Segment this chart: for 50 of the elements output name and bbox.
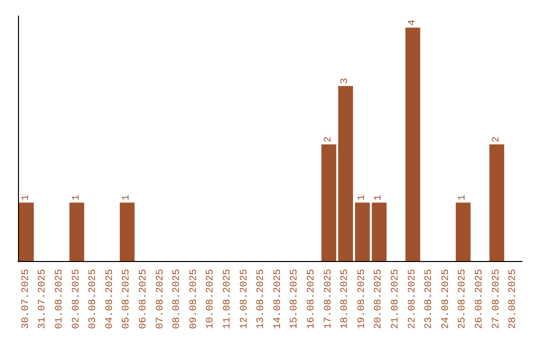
x-tick-label: 16.08.2025	[306, 268, 318, 330]
x-tick-label: 19.08.2025	[356, 268, 368, 330]
bar	[321, 144, 336, 261]
x-tick-label: 26.08.2025	[474, 268, 486, 330]
data-label: 1	[71, 194, 82, 201]
x-tick-label: 06.08.2025	[138, 268, 150, 330]
bar	[355, 202, 370, 261]
x-tick-label: 17.08.2025	[323, 268, 334, 330]
bar	[456, 202, 471, 261]
data-label: 1	[356, 194, 368, 201]
x-tick-label: 07.08.2025	[155, 268, 166, 330]
x-tick-label: 28.08.2025	[508, 268, 520, 330]
data-label: 2	[323, 136, 334, 142]
x-tick-label: 14.08.2025	[272, 268, 284, 330]
data-label: 1	[458, 194, 469, 201]
data-label: 1	[374, 194, 385, 201]
x-tick-label: 11.08.2025	[222, 268, 234, 330]
x-tick-label: 01.08.2025	[54, 268, 66, 330]
bar	[489, 144, 504, 261]
bar	[19, 202, 34, 261]
x-tick-label: 15.08.2025	[290, 268, 301, 330]
data-label: 1	[20, 194, 32, 201]
x-tick-label: 22.08.2025	[407, 268, 418, 330]
x-tick-label: 08.08.2025	[172, 268, 184, 330]
x-tick-label: 10.08.2025	[206, 268, 217, 330]
x-tick-label: 09.08.2025	[188, 268, 200, 330]
data-label: 1	[122, 194, 133, 201]
x-tick-label: 30.07.2025	[20, 268, 32, 330]
bar	[372, 202, 387, 261]
x-tick-label: 24.08.2025	[440, 268, 452, 330]
x-tick-label: 05.08.2025	[122, 268, 133, 330]
x-tick-label: 03.08.2025	[88, 268, 100, 330]
data-label: 3	[340, 78, 352, 84]
x-tick-label: 04.08.2025	[104, 268, 116, 330]
data-label: 4	[407, 20, 418, 26]
x-tick-label: 20.08.2025	[374, 268, 385, 330]
x-tick-label: 13.08.2025	[256, 268, 268, 330]
x-tick-label: 27.08.2025	[491, 268, 502, 330]
bar	[120, 202, 135, 261]
bar	[69, 202, 84, 261]
x-tick-label: 25.08.2025	[458, 268, 469, 330]
bar	[405, 28, 420, 261]
x-tick-label: 02.08.2025	[71, 268, 82, 330]
x-tick-label: 18.08.2025	[340, 268, 352, 330]
x-tick-label: 21.08.2025	[390, 268, 402, 330]
x-tick-label: 12.08.2025	[239, 268, 250, 330]
bar	[338, 86, 353, 261]
x-tick-label: 23.08.2025	[424, 268, 436, 330]
x-tick-label: 31.07.2025	[38, 268, 49, 330]
data-label: 2	[491, 136, 502, 142]
